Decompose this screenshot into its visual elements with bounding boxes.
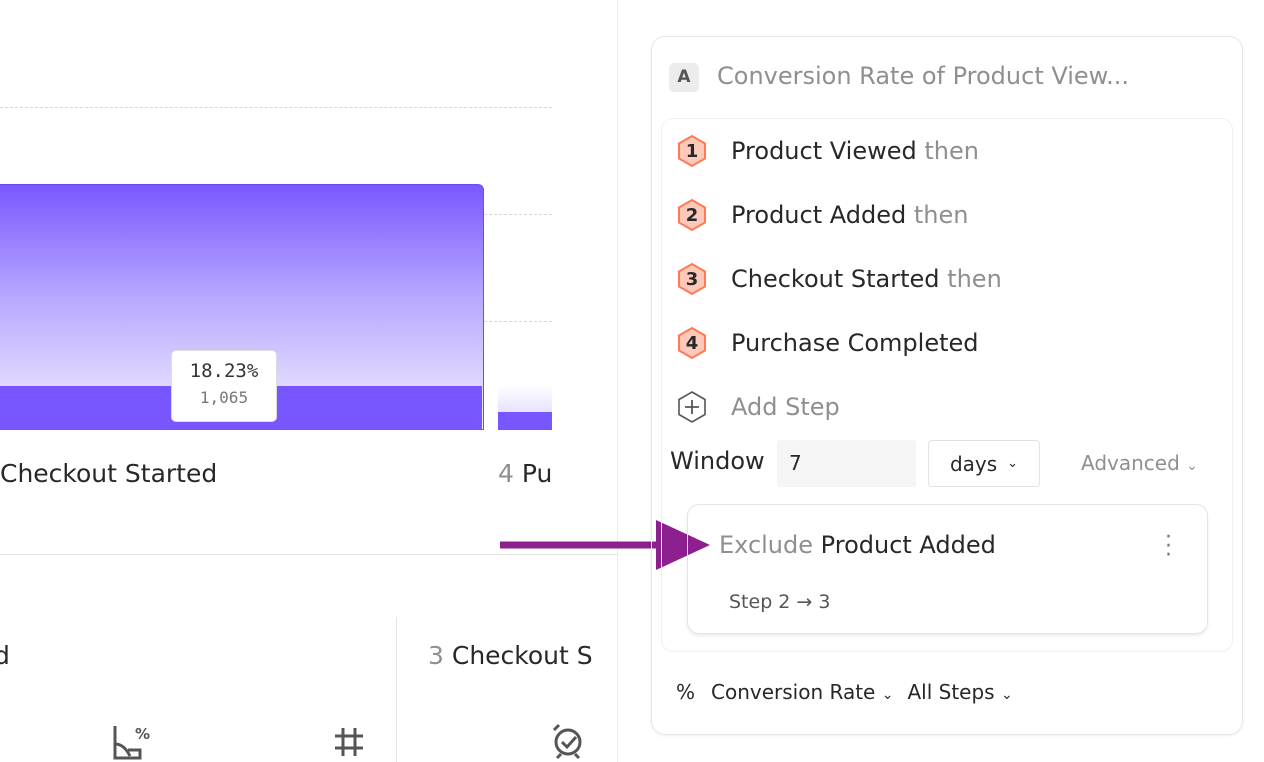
tooltip-count: 1,065	[199, 388, 249, 407]
chevron-down-icon: ⌄	[1007, 456, 1019, 471]
alarm-check-icon[interactable]	[551, 722, 587, 762]
funnel-step[interactable]: 1 Product Viewed then	[676, 134, 979, 168]
funnel-step[interactable]: 4 Purchase Completed	[676, 326, 986, 360]
hash-icon[interactable]	[333, 726, 365, 758]
divider	[0, 554, 617, 555]
next-bar-label: 4 Pu	[498, 459, 552, 488]
metric-options-row: % Conversion Rate ⌄ All Steps ⌄	[676, 680, 1013, 704]
more-options-icon[interactable]: · · ·	[1165, 525, 1172, 568]
step-number: 1	[685, 140, 699, 162]
metric-badge: A	[669, 63, 699, 92]
advanced-label: Advanced	[1081, 451, 1180, 475]
exclusion-step-range[interactable]: Step 2 → 3	[729, 591, 831, 613]
chevron-down-icon: ⌄	[1000, 687, 1013, 703]
add-step-label: Add Step	[731, 393, 840, 421]
step-number: 3	[428, 641, 444, 670]
step-number: 4	[685, 332, 699, 354]
exclude-label: Exclude	[719, 531, 814, 559]
step-number: 4	[498, 459, 514, 488]
step-suffix: then	[924, 137, 979, 165]
advanced-toggle[interactable]: Advanced ⌄	[1081, 451, 1198, 475]
funnel-bar-next-converted[interactable]	[498, 412, 552, 430]
metric-type-select[interactable]: Conversion Rate ⌄	[711, 680, 893, 704]
step-number-icon: 2	[676, 198, 708, 232]
step-number-icon: 3	[676, 262, 708, 296]
step-number-icon: 4	[676, 326, 708, 360]
window-input[interactable]: 7	[777, 440, 916, 487]
tooltip-percent: 18.23%	[189, 360, 259, 382]
metric-type-value: Conversion Rate	[711, 680, 876, 704]
step-summary-checkout: 3 Checkout S	[428, 641, 617, 670]
percent-icon: %	[676, 680, 696, 704]
exclusion-title: Exclude Product Added	[719, 531, 996, 559]
annotation-arrow	[500, 520, 710, 570]
step-number-icon: 1	[676, 134, 708, 168]
metric-card	[651, 36, 1243, 735]
step-event: Purchase Completed	[731, 329, 979, 357]
funnel-step[interactable]: 2 Product Added then	[676, 198, 968, 232]
window-unit-value: days	[949, 451, 998, 476]
step-name: Checkout S	[451, 641, 593, 670]
window-label: Window	[670, 447, 765, 475]
steps-scope-value: All Steps	[907, 680, 995, 704]
svg-text:%: %	[135, 725, 150, 743]
excluded-event[interactable]: Product Added	[820, 531, 996, 559]
plus-hex-icon	[678, 391, 706, 423]
add-step-button[interactable]: Add Step	[676, 390, 840, 424]
step-suffix: then	[947, 265, 1002, 293]
steps-scope-select[interactable]: All Steps ⌄	[907, 680, 1012, 704]
step-number: 3	[685, 268, 699, 290]
step-event: Product Viewed	[731, 137, 917, 165]
step-name: Pu	[521, 459, 552, 488]
chart-percent-icon[interactable]: %	[112, 722, 150, 762]
bar-tooltip: 18.23% 1,065	[171, 350, 277, 422]
funnel-step[interactable]: 3 Checkout Started then	[676, 262, 1002, 296]
step-event: Product Added	[731, 201, 907, 229]
chevron-down-icon: ⌄	[881, 687, 894, 703]
divider	[396, 617, 397, 762]
metric-title[interactable]: Conversion Rate of Product View...	[717, 62, 1129, 90]
step-number: 2	[685, 204, 699, 226]
step-summary-label: d	[0, 641, 10, 670]
funnel-steps-box	[661, 118, 1233, 652]
divider	[617, 0, 618, 762]
window-unit-select[interactable]: days ⌄	[928, 440, 1040, 487]
step-event: Checkout Started	[731, 265, 940, 293]
exclusion-card[interactable]: Exclude Product Added Step 2 → 3 · · ·	[687, 504, 1208, 634]
gridline	[0, 107, 552, 108]
step-suffix: then	[913, 201, 969, 229]
bar-label: Checkout Started	[0, 459, 218, 488]
chevron-down-icon: ⌄	[1186, 458, 1198, 474]
